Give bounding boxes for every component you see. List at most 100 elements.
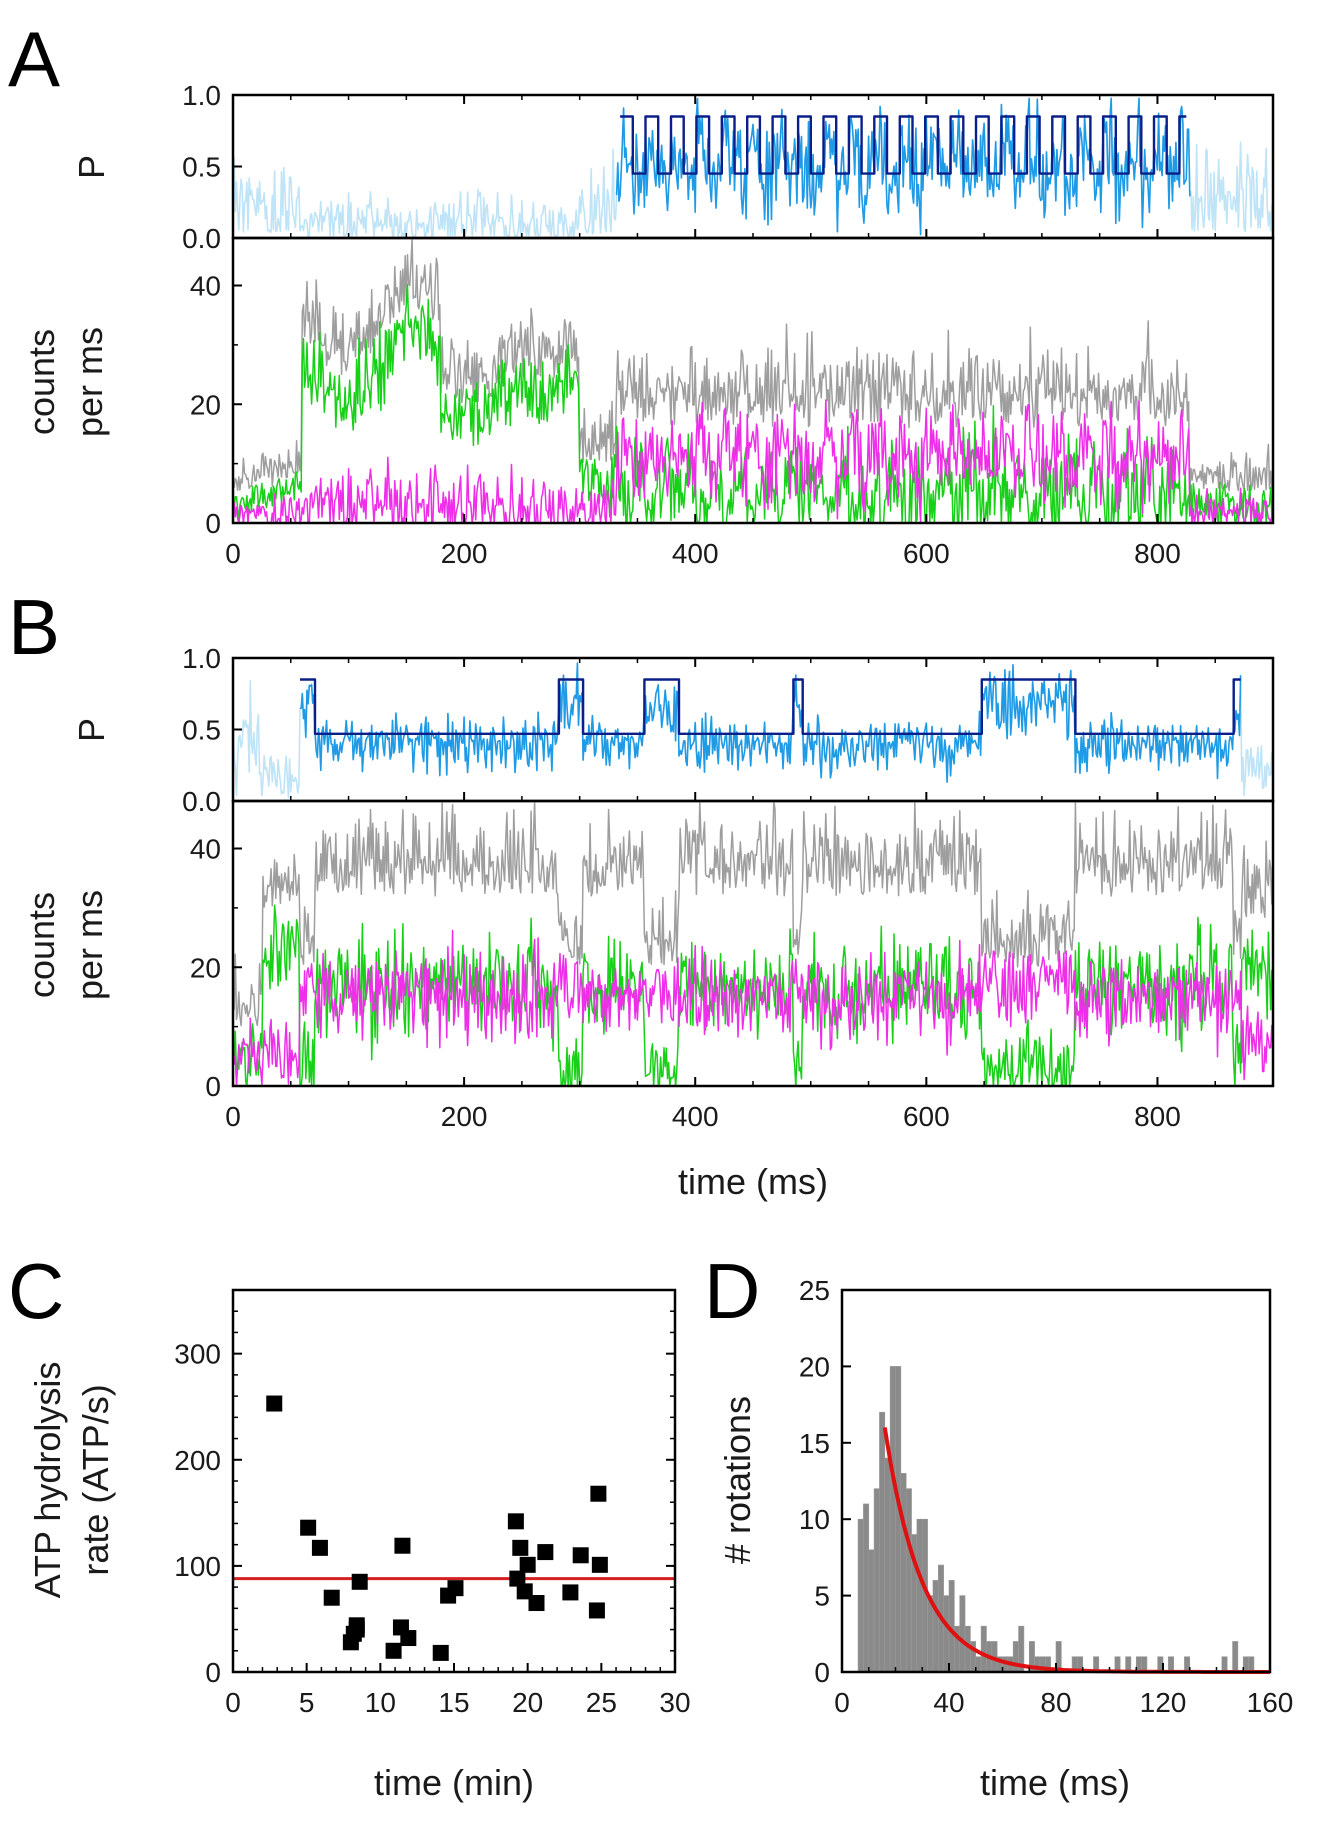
d-histogram-bar	[959, 1595, 966, 1673]
panel-a-p-traces	[233, 97, 1273, 238]
B-sum-trace	[233, 801, 1273, 1027]
B-p-ytick-label: 0.0	[182, 786, 221, 817]
panel-c-axes: 0 100 200 300 0 5 10 15 20 25 30	[174, 1289, 691, 1718]
c-xtick-label: 15	[438, 1687, 469, 1718]
d-ytick-label: 15	[799, 1428, 830, 1459]
panel-letter-a: A	[8, 15, 60, 103]
B-count-xtick-label: 600	[903, 1101, 950, 1132]
c-data-point	[432, 1644, 449, 1661]
c-data-point	[400, 1630, 417, 1647]
c-data-point	[509, 1570, 526, 1587]
panel-c-ylabel-2: rate (ATP/s)	[75, 1384, 116, 1575]
d-histogram-bar	[889, 1366, 896, 1673]
d-xtick-label: 0	[834, 1687, 850, 1718]
c-data-point	[572, 1547, 589, 1564]
panel-b-p-traces	[233, 662, 1273, 799]
panel-c-plot	[233, 1395, 675, 1661]
B-count-ytick-label: 40	[190, 834, 221, 865]
panel-letter-b: B	[8, 583, 60, 671]
c-data-point	[385, 1642, 402, 1659]
d-histogram-bar	[868, 1549, 875, 1673]
c-xtick-label: 5	[299, 1687, 315, 1718]
B-count-xtick-label: 400	[672, 1101, 719, 1132]
A-count-xtick-label: 200	[441, 538, 488, 569]
B-hmm-steps	[300, 678, 1241, 735]
d-histogram-bar	[1242, 1656, 1249, 1673]
c-data-point	[447, 1580, 464, 1597]
A-p-ytick-label: 0.0	[182, 223, 221, 254]
panel-b-p-axes: 0.0 0.5 1.0	[182, 643, 1274, 817]
panel-b-count-ylabel-1: counts	[21, 892, 62, 998]
panel-letter-d: D	[704, 1247, 760, 1335]
d-ytick-label: 25	[799, 1275, 830, 1306]
c-data-point	[591, 1556, 608, 1573]
A-sum-trace	[233, 238, 1273, 493]
panel-b-count-ylabel-2: per ms	[69, 890, 110, 1000]
panel-d-axes: 0 5 10 15 20 25 0 40 80 120 160	[799, 1275, 1294, 1718]
d-xtick-label: 120	[1140, 1687, 1187, 1718]
c-data-point	[512, 1539, 529, 1556]
A-count-xtick-label: 600	[903, 538, 950, 569]
c-data-point	[528, 1595, 545, 1612]
d-histogram-bar	[895, 1366, 902, 1673]
B-p-ytick-label: 0.5	[182, 715, 221, 746]
d-histogram-bar	[1248, 1656, 1255, 1673]
d-histogram-bar	[964, 1625, 971, 1673]
A-hmm-steps	[620, 115, 1187, 175]
A-count-ytick-label: 40	[190, 271, 221, 302]
c-data-point	[348, 1621, 365, 1638]
A-p-trace-burst	[615, 97, 1191, 236]
A-count-xtick-label: 800	[1134, 538, 1181, 569]
panel-letter-c: C	[8, 1247, 64, 1335]
c-xtick-label: 30	[659, 1687, 690, 1718]
d-histogram-bar	[900, 1473, 907, 1673]
B-count-xtick-label: 0	[225, 1101, 241, 1132]
A-p-ytick-label: 1.0	[182, 80, 221, 111]
panel-c-frame	[231, 1288, 677, 1674]
d-histogram-bar	[980, 1625, 987, 1673]
d-histogram-bar	[927, 1595, 934, 1673]
d-histogram-bar	[1141, 1656, 1148, 1673]
d-histogram-bar	[916, 1518, 923, 1673]
d-histogram-bar	[863, 1503, 870, 1673]
d-histogram-bar	[884, 1457, 891, 1673]
d-ytick-label: 10	[799, 1504, 830, 1535]
c-data-point	[590, 1485, 607, 1502]
panel-b-xlabel: time (ms)	[678, 1161, 828, 1202]
c-data-point	[351, 1573, 368, 1590]
d-histogram-bar	[1221, 1656, 1228, 1673]
d-ytick-label: 20	[799, 1351, 830, 1382]
B-acceptor-trace	[233, 929, 1273, 1086]
panel-b-p-ylabel: P	[71, 718, 112, 742]
d-xtick-label: 80	[1040, 1687, 1071, 1718]
A-count-ytick-label: 0	[205, 508, 221, 539]
d-histogram-bar	[879, 1411, 886, 1673]
d-histogram-bar	[873, 1488, 880, 1673]
d-histogram-bar	[943, 1595, 950, 1673]
panel-c-xlabel: time (min)	[374, 1762, 534, 1803]
panel-b-count-traces	[233, 801, 1273, 1086]
A-p-ytick-label: 0.5	[182, 152, 221, 183]
d-histogram-bar	[857, 1518, 864, 1673]
d-histogram-bar	[1168, 1656, 1174, 1673]
d-ytick-label: 5	[814, 1581, 830, 1612]
panel-d-ylabel: # rotations	[717, 1396, 758, 1564]
c-data-point	[562, 1584, 579, 1601]
panel-a-count-ylabel-2: per ms	[69, 327, 110, 437]
panel-c: 0 100 200 300 0 5 10 15 20 25 30 ATP hydrolysis ra…	[27, 1288, 691, 1803]
c-data-point	[266, 1395, 283, 1412]
d-xtick-label: 40	[933, 1687, 964, 1718]
B-count-xtick-label: 200	[441, 1101, 488, 1132]
B-p-trace-burst	[299, 662, 1242, 783]
B-p-ytick-label: 1.0	[182, 643, 221, 674]
d-xtick-label: 160	[1247, 1687, 1294, 1718]
panel-d-plot	[857, 1366, 1270, 1674]
c-xtick-label: 0	[225, 1687, 241, 1718]
panel-a-count-ylabel-1: counts	[21, 329, 62, 435]
c-ytick-label: 200	[174, 1445, 221, 1476]
